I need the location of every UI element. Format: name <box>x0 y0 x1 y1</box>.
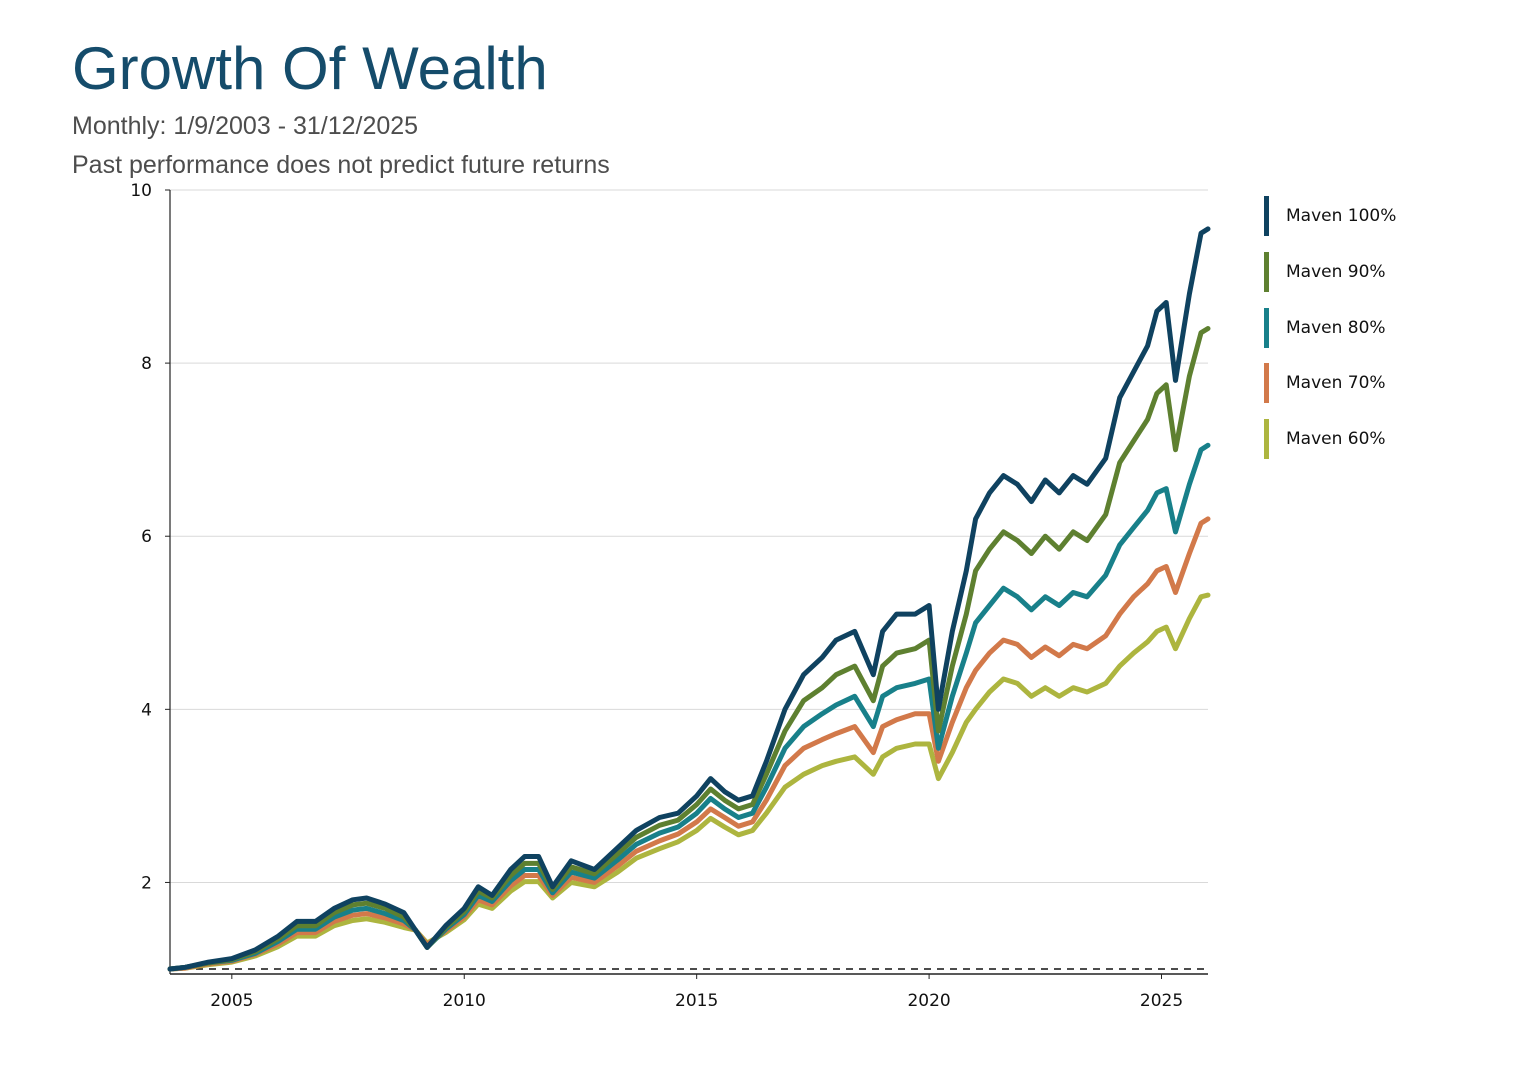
legend-swatch <box>1264 251 1269 292</box>
legend-item: Maven 60% <box>1264 419 1396 459</box>
y-tick-label: 10 <box>130 181 152 201</box>
legend: Maven 100% Maven 90% Maven 80% Maven 70% Mav… <box>1264 196 1396 475</box>
legend-item: Maven 80% <box>1264 307 1396 348</box>
x-tick-label: 2015 <box>675 991 718 1011</box>
series-line-maven-60 <box>167 592 1211 972</box>
legend-swatch <box>1264 419 1269 459</box>
y-tick-label: 2 <box>141 873 152 893</box>
x-tick-label: 2005 <box>210 991 253 1011</box>
series-line-maven-70 <box>167 516 1211 972</box>
axes <box>165 189 1208 979</box>
tick-labels: 2 4 6 8 10 2005 2010 2015 2020 2025 <box>130 181 1183 1011</box>
series-line-maven-100 <box>167 226 1211 972</box>
series-line-maven-90 <box>167 326 1211 972</box>
legend-label: Maven 70% <box>1286 373 1386 394</box>
chart-subtitle: Monthly: 1/9/2003 - 31/12/2025 <box>72 112 419 140</box>
legend-swatch <box>1264 307 1269 348</box>
legend-label: Maven 80% <box>1286 317 1386 338</box>
y-tick-label: 8 <box>141 354 152 374</box>
legend-label: Maven 100% <box>1286 206 1397 226</box>
legend-item: Maven 90% <box>1264 251 1396 292</box>
x-tick-label: 2010 <box>443 991 486 1011</box>
series-lines <box>167 226 1211 972</box>
x-tick-label: 2025 <box>1140 991 1183 1011</box>
chart-title: Growth Of Wealth <box>72 35 548 102</box>
gridlines <box>170 189 1208 883</box>
chart-disclaimer: Past performance does not predict future… <box>72 151 610 179</box>
legend-item: Maven 70% <box>1264 363 1396 404</box>
legend-swatch <box>1264 363 1269 404</box>
y-tick-label: 4 <box>141 700 152 720</box>
x-tick-label: 2020 <box>907 991 950 1011</box>
legend-swatch <box>1264 196 1269 236</box>
series-line-maven-80 <box>167 442 1211 972</box>
legend-label: Maven 60% <box>1286 429 1386 449</box>
legend-label: Maven 90% <box>1286 261 1386 282</box>
legend-item: Maven 100% <box>1264 196 1396 236</box>
y-tick-label: 6 <box>141 527 152 547</box>
